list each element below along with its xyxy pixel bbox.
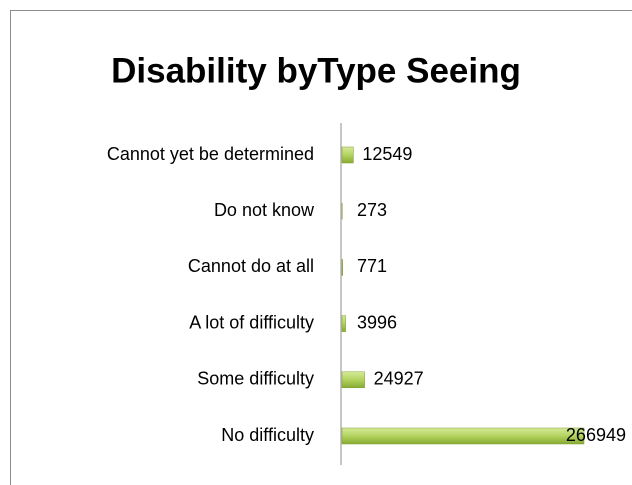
category-label: Some difficulty bbox=[197, 369, 314, 389]
bar bbox=[341, 259, 343, 276]
category-label: Cannot yet be determined bbox=[107, 144, 314, 164]
data-label: 266949 bbox=[566, 425, 626, 445]
category-label: A lot of difficulty bbox=[189, 312, 314, 332]
data-label: 3996 bbox=[357, 312, 397, 332]
data-label: 771 bbox=[357, 256, 387, 276]
bar bbox=[341, 146, 354, 164]
data-label: 24927 bbox=[374, 369, 424, 389]
bar bbox=[341, 315, 346, 332]
category-label: Do not know bbox=[214, 200, 315, 220]
chart-title: Disability byType Seeing bbox=[111, 51, 521, 90]
category-label: Cannot do at all bbox=[188, 256, 314, 276]
category-label: No difficulty bbox=[221, 425, 314, 445]
chart-frame bbox=[10, 10, 632, 485]
data-label: 273 bbox=[357, 200, 387, 220]
bar bbox=[341, 371, 365, 389]
data-label: 12549 bbox=[362, 144, 412, 164]
bar bbox=[341, 427, 585, 445]
